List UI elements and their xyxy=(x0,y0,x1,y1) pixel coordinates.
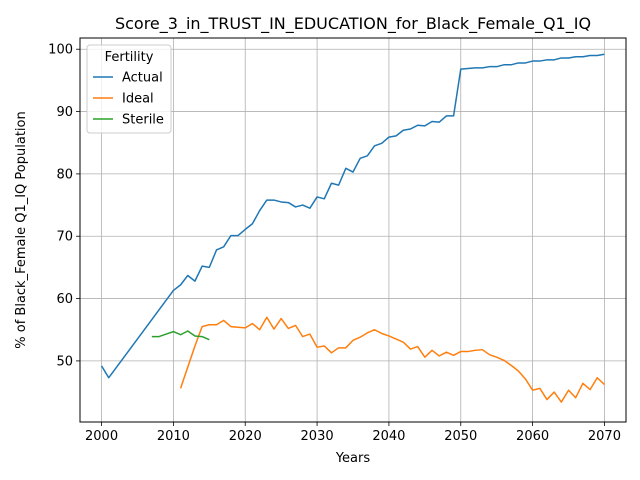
series-line-ideal xyxy=(179,316,605,403)
y-tick-label: 80 xyxy=(56,167,73,182)
legend-label-sterile: Sterile xyxy=(122,113,164,128)
legend-items: Actual Ideal Sterile xyxy=(93,71,164,128)
series-line-sterile xyxy=(151,330,210,341)
plot-frame xyxy=(79,37,627,423)
x-tick-label: 2040 xyxy=(372,429,405,444)
y-tick-label: 90 xyxy=(56,105,73,120)
series-line-actual xyxy=(100,53,605,379)
x-tick-label: 2070 xyxy=(588,429,621,444)
chart-title: Score_3_in_TRUST_IN_EDUCATION_for_Black_… xyxy=(115,14,591,34)
y-tick-label: 70 xyxy=(56,230,73,245)
legend: Fertility Actual Ideal Sterile xyxy=(86,44,172,134)
y-axis-label: % of Black_Female Q1_IQ Population xyxy=(14,111,29,348)
y-tick-label: 100 xyxy=(48,43,73,58)
y-tick-label: 50 xyxy=(56,354,73,369)
x-tick-label: 2060 xyxy=(516,429,549,444)
y-tick-label: 60 xyxy=(56,292,73,307)
legend-title: Fertility xyxy=(105,50,154,65)
axis-ticks: 2000 2010 2020 2030 2040 2050 2060 2070 50 60 70 80… xyxy=(48,43,621,444)
legend-label-actual: Actual xyxy=(122,71,163,86)
x-tick-label: 2050 xyxy=(444,429,477,444)
legend-box xyxy=(86,44,172,134)
x-axis-label: Years xyxy=(335,451,371,466)
x-tick-label: 2020 xyxy=(229,429,262,444)
x-tick-label: 2030 xyxy=(301,429,334,444)
x-tick-label: 2010 xyxy=(157,429,190,444)
series-lines xyxy=(100,53,605,403)
legend-label-ideal: Ideal xyxy=(122,92,154,107)
x-tick-label: 2000 xyxy=(85,429,118,444)
